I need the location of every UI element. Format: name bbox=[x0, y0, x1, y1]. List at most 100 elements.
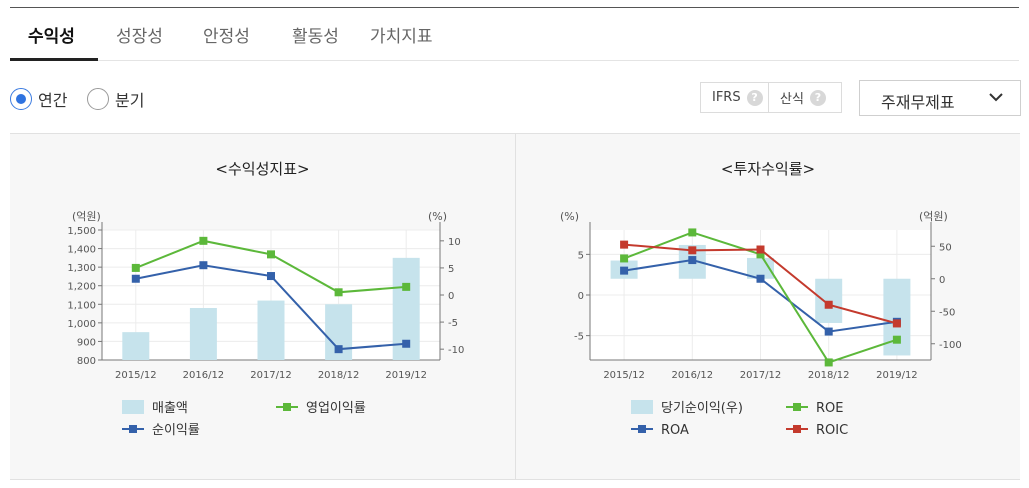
right-tick-label: -10 bbox=[448, 345, 464, 356]
legend-marker bbox=[283, 403, 291, 411]
help-icon[interactable]: ? bbox=[809, 89, 826, 106]
right-unit-label: (%) bbox=[428, 210, 447, 223]
statement-select[interactable]: 주재무제표 bbox=[859, 80, 1021, 116]
bar bbox=[747, 257, 774, 279]
right-tick-label: -100 bbox=[939, 340, 962, 351]
left-tick-label: 0 bbox=[578, 291, 584, 302]
data-point bbox=[756, 274, 765, 283]
left-tick-label: -5 bbox=[574, 332, 584, 343]
statement-select-value: 주재무제표 bbox=[881, 93, 955, 112]
data-point bbox=[756, 250, 765, 259]
left-unit-label: (억원) bbox=[72, 210, 101, 223]
top-rule bbox=[10, 7, 1019, 8]
data-point bbox=[402, 339, 411, 348]
bar bbox=[189, 308, 217, 360]
data-point bbox=[892, 319, 901, 328]
quarter-radio[interactable]: 분기 bbox=[87, 87, 144, 111]
left-tick-label: 1,300 bbox=[67, 263, 96, 274]
data-point bbox=[824, 358, 833, 367]
left-tick-label: 800 bbox=[77, 356, 96, 367]
data-point bbox=[334, 288, 343, 297]
tab-bar: 수익성 성장성 안정성 활동성 가치지표 bbox=[10, 8, 1019, 61]
radio-unchecked-icon bbox=[87, 88, 109, 110]
tab-stability[interactable]: 안정성 bbox=[203, 27, 250, 47]
active-tab-indicator bbox=[10, 58, 98, 61]
help-icon[interactable]: ? bbox=[746, 89, 763, 106]
chart-title: <투자수익률> bbox=[720, 160, 816, 178]
x-tick-label: 2015/12 bbox=[115, 370, 157, 381]
data-point bbox=[688, 246, 697, 255]
legend-label: 매출액 bbox=[152, 401, 188, 416]
data-point bbox=[199, 236, 208, 245]
panel-divider bbox=[515, 133, 516, 480]
data-point bbox=[131, 263, 140, 272]
right-tick-label: 10 bbox=[448, 237, 461, 248]
left-tick-label: 1,400 bbox=[67, 245, 96, 256]
ifrs-button[interactable]: IFRS ? bbox=[700, 82, 769, 113]
data-point bbox=[620, 240, 629, 249]
bar bbox=[883, 278, 911, 356]
data-point bbox=[824, 300, 833, 309]
left-unit-label: (%) bbox=[560, 210, 579, 223]
x-tick-label: 2018/12 bbox=[808, 370, 850, 381]
right-tick-label: 50 bbox=[939, 242, 952, 253]
data-point bbox=[620, 254, 629, 263]
legend-label: 영업이익률 bbox=[306, 401, 366, 416]
return-chart-panel: <투자수익률> (%) (억원) -5 0 5 -100 -50 0 50 2015/12 2016… bbox=[516, 133, 1020, 480]
data-point bbox=[688, 228, 697, 237]
data-point bbox=[334, 345, 343, 354]
left-tick-label: 1,200 bbox=[67, 282, 96, 293]
legend-marker bbox=[129, 425, 137, 433]
x-tick-label: 2019/12 bbox=[876, 370, 918, 381]
radio-checked-icon bbox=[10, 88, 32, 110]
data-point bbox=[199, 261, 208, 270]
legend-marker bbox=[793, 403, 801, 411]
annual-radio-label: 연간 bbox=[38, 91, 68, 110]
data-point bbox=[402, 282, 411, 291]
x-tick-label: 2017/12 bbox=[740, 370, 782, 381]
data-point bbox=[824, 327, 833, 336]
legend-swatch bbox=[122, 400, 144, 414]
tab-profitability[interactable]: 수익성 bbox=[28, 27, 75, 47]
left-tick-label: 5 bbox=[578, 250, 584, 261]
right-tick-label: 5 bbox=[448, 264, 454, 275]
quarter-radio-label: 분기 bbox=[115, 91, 145, 110]
bar bbox=[122, 332, 150, 360]
right-tick-label: 0 bbox=[939, 275, 945, 286]
left-tick-label: 1,000 bbox=[67, 319, 96, 330]
right-tick-label: -5 bbox=[448, 318, 458, 329]
x-tick-label: 2016/12 bbox=[183, 370, 225, 381]
data-point bbox=[131, 274, 140, 283]
legend-label: ROA bbox=[661, 423, 689, 438]
legend-label: 순이익률 bbox=[152, 423, 200, 438]
data-point bbox=[267, 272, 275, 281]
x-tick-label: 2015/12 bbox=[603, 370, 645, 381]
tab-value-index[interactable]: 가치지표 bbox=[370, 27, 433, 47]
chevron-down-icon bbox=[989, 93, 1003, 102]
x-tick-label: 2016/12 bbox=[672, 370, 714, 381]
ifrs-label: IFRS bbox=[712, 90, 741, 105]
tab-growth[interactable]: 성장성 bbox=[116, 27, 163, 47]
x-tick-label: 2019/12 bbox=[385, 370, 427, 381]
x-tick-label: 2018/12 bbox=[318, 370, 360, 381]
data-point bbox=[892, 335, 901, 344]
right-unit-label: (억원) bbox=[919, 210, 948, 223]
data-point bbox=[620, 266, 629, 275]
bar bbox=[257, 300, 285, 360]
legend-marker bbox=[793, 425, 801, 433]
right-tick-label: -50 bbox=[939, 307, 955, 318]
annual-radio[interactable]: 연간 bbox=[10, 87, 67, 111]
legend-swatch bbox=[631, 400, 653, 414]
x-tick-label: 2017/12 bbox=[250, 370, 292, 381]
data-point bbox=[756, 245, 765, 254]
tab-activity[interactable]: 활동성 bbox=[292, 27, 339, 47]
right-tick-label: 0 bbox=[448, 291, 454, 302]
chart-title: <수익성지표> bbox=[215, 160, 310, 178]
data-point bbox=[688, 256, 697, 265]
legend-marker bbox=[638, 425, 646, 433]
formula-button[interactable]: 산식 ? bbox=[768, 82, 842, 113]
profitability-chart: (억원) (%) 800 900 1,000 1,100 1,200 1,300 1,400 1,… bbox=[67, 210, 464, 438]
left-tick-label: 900 bbox=[77, 337, 96, 348]
legend-label: ROIC bbox=[816, 423, 848, 438]
